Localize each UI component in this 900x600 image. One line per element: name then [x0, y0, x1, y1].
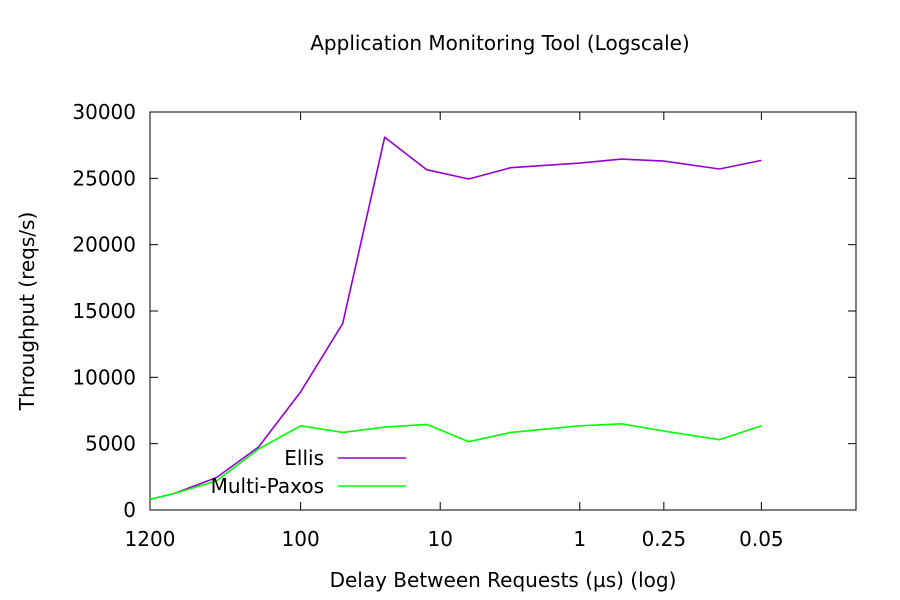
y-tick-label: 5000 [85, 432, 136, 456]
legend: Ellis Multi-Paxos [211, 446, 406, 498]
x-tick-label: 0.25 [642, 527, 687, 551]
y-tick-label: 20000 [72, 233, 136, 257]
x-tick-label: 100 [282, 527, 320, 551]
legend-label-ellis: Ellis [284, 446, 324, 470]
y-tick-label: 0 [123, 498, 136, 522]
y-tick-label: 25000 [72, 166, 136, 190]
legend-label-multi-paxos: Multi-Paxos [211, 474, 324, 498]
series-layer [149, 136, 762, 501]
y-axis: 0 5000 10000 15000 20000 25000 30000 [72, 100, 856, 522]
y-tick-label: 15000 [72, 299, 136, 323]
x-tick-label: 1 [573, 527, 586, 551]
y-axis-label: Throughput (reqs/s) [15, 212, 39, 412]
x-axis: 1200 100 10 1 0.25 0.05 [125, 112, 784, 551]
x-tick-label: 10 [427, 527, 452, 551]
chart-title: Application Monitoring Tool (Logscale) [310, 31, 689, 55]
y-tick-label: 10000 [72, 365, 136, 389]
x-axis-label: Delay Between Requests (µs) (log) [330, 568, 677, 592]
series-line-multi-paxos [149, 422, 762, 501]
x-tick-label: 0.05 [739, 527, 784, 551]
series-line-ellis [149, 136, 762, 501]
x-tick-label: 1200 [125, 527, 176, 551]
y-tick-label: 30000 [72, 100, 136, 124]
